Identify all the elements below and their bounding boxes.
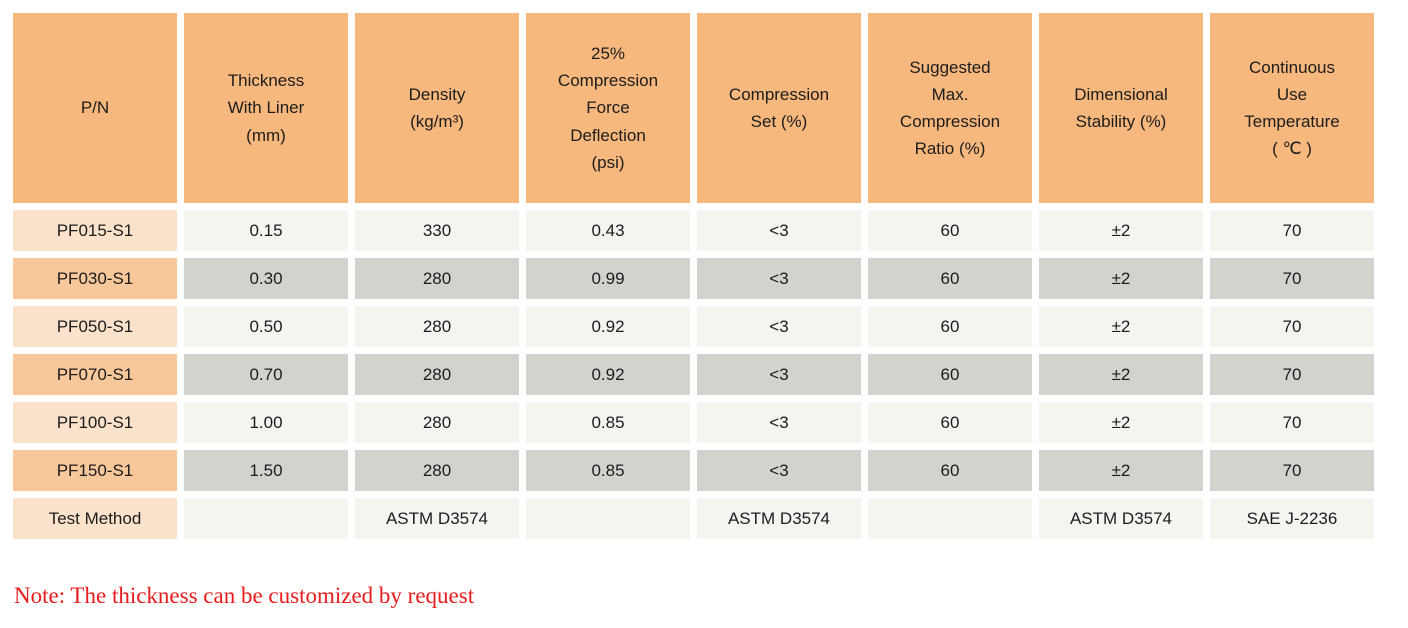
value-cell: SAE J-2236 (1210, 498, 1374, 539)
column-header-pn: P/N (13, 13, 177, 203)
column-header-set: Compression Set (%) (697, 13, 861, 203)
value-cell: ASTM D3574 (697, 498, 861, 539)
value-cell: <3 (697, 450, 861, 491)
column-header-thickness: Thickness With Liner (mm) (184, 13, 348, 203)
value-cell: ±2 (1039, 354, 1203, 395)
value-cell: 0.43 (526, 210, 690, 251)
value-cell: 0.70 (184, 354, 348, 395)
column-header-stability: Dimensional Stability (%) (1039, 13, 1203, 203)
value-cell: 0.85 (526, 402, 690, 443)
value-cell: 0.15 (184, 210, 348, 251)
value-cell: ±2 (1039, 402, 1203, 443)
column-header-cfd: 25% Compression Force Deflection (psi) (526, 13, 690, 203)
value-cell: <3 (697, 354, 861, 395)
value-cell: 0.30 (184, 258, 348, 299)
value-cell: 60 (868, 258, 1032, 299)
value-cell: 1.50 (184, 450, 348, 491)
value-cell (526, 498, 690, 539)
table-row: PF150-S1 1.50 280 0.85 <3 60 ±2 70 (13, 450, 1374, 491)
value-cell: 0.99 (526, 258, 690, 299)
value-cell: 280 (355, 354, 519, 395)
value-cell: 280 (355, 450, 519, 491)
row-label-cell: PF100-S1 (13, 402, 177, 443)
row-label-cell: PF070-S1 (13, 354, 177, 395)
row-label-cell: Test Method (13, 498, 177, 539)
value-cell: <3 (697, 306, 861, 347)
value-cell: 70 (1210, 210, 1374, 251)
column-header-temp: Continuous Use Temperature ( ℃ ) (1210, 13, 1374, 203)
table-row: PF070-S1 0.70 280 0.92 <3 60 ±2 70 (13, 354, 1374, 395)
value-cell: 280 (355, 258, 519, 299)
value-cell: 60 (868, 450, 1032, 491)
value-cell: 280 (355, 402, 519, 443)
value-cell: 70 (1210, 306, 1374, 347)
header-row: P/N Thickness With Liner (mm) Density (kg/… (13, 13, 1374, 203)
value-cell: ±2 (1039, 210, 1203, 251)
value-cell: 70 (1210, 354, 1374, 395)
note-text: Note: The thickness can be customized by… (14, 583, 475, 608)
row-label-cell: PF030-S1 (13, 258, 177, 299)
value-cell: 0.92 (526, 306, 690, 347)
page: P/N Thickness With Liner (mm) Density (kg/… (0, 6, 1408, 628)
value-cell: <3 (697, 258, 861, 299)
table-row: Test Method ASTM D3574 ASTM D3574 ASTM D357… (13, 498, 1374, 539)
value-cell: 60 (868, 402, 1032, 443)
value-cell: 70 (1210, 402, 1374, 443)
table-row: PF100-S1 1.00 280 0.85 <3 60 ±2 70 (13, 402, 1374, 443)
value-cell: ASTM D3574 (355, 498, 519, 539)
table-row: PF050-S1 0.50 280 0.92 <3 60 ±2 70 (13, 306, 1374, 347)
value-cell: 0.92 (526, 354, 690, 395)
row-label-cell: PF150-S1 (13, 450, 177, 491)
value-cell: 60 (868, 354, 1032, 395)
row-label-cell: PF050-S1 (13, 306, 177, 347)
value-cell: 0.50 (184, 306, 348, 347)
value-cell: 60 (868, 306, 1032, 347)
value-cell (868, 498, 1032, 539)
table-row: PF015-S1 0.15 330 0.43 <3 60 ±2 70 (13, 210, 1374, 251)
value-cell: 70 (1210, 258, 1374, 299)
value-cell: 70 (1210, 450, 1374, 491)
value-cell: ±2 (1039, 258, 1203, 299)
value-cell: ASTM D3574 (1039, 498, 1203, 539)
value-cell: 1.00 (184, 402, 348, 443)
value-cell: <3 (697, 210, 861, 251)
product-spec-table: P/N Thickness With Liner (mm) Density (kg/… (6, 6, 1381, 546)
column-header-density: Density (kg/m³) (355, 13, 519, 203)
value-cell: 330 (355, 210, 519, 251)
column-header-ratio: Suggested Max. Compression Ratio (%) (868, 13, 1032, 203)
value-cell (184, 498, 348, 539)
value-cell: 0.85 (526, 450, 690, 491)
row-label-cell: PF015-S1 (13, 210, 177, 251)
value-cell: <3 (697, 402, 861, 443)
value-cell: ±2 (1039, 306, 1203, 347)
table-row: PF030-S1 0.30 280 0.99 <3 60 ±2 70 (13, 258, 1374, 299)
value-cell: 280 (355, 306, 519, 347)
value-cell: 60 (868, 210, 1032, 251)
value-cell: ±2 (1039, 450, 1203, 491)
